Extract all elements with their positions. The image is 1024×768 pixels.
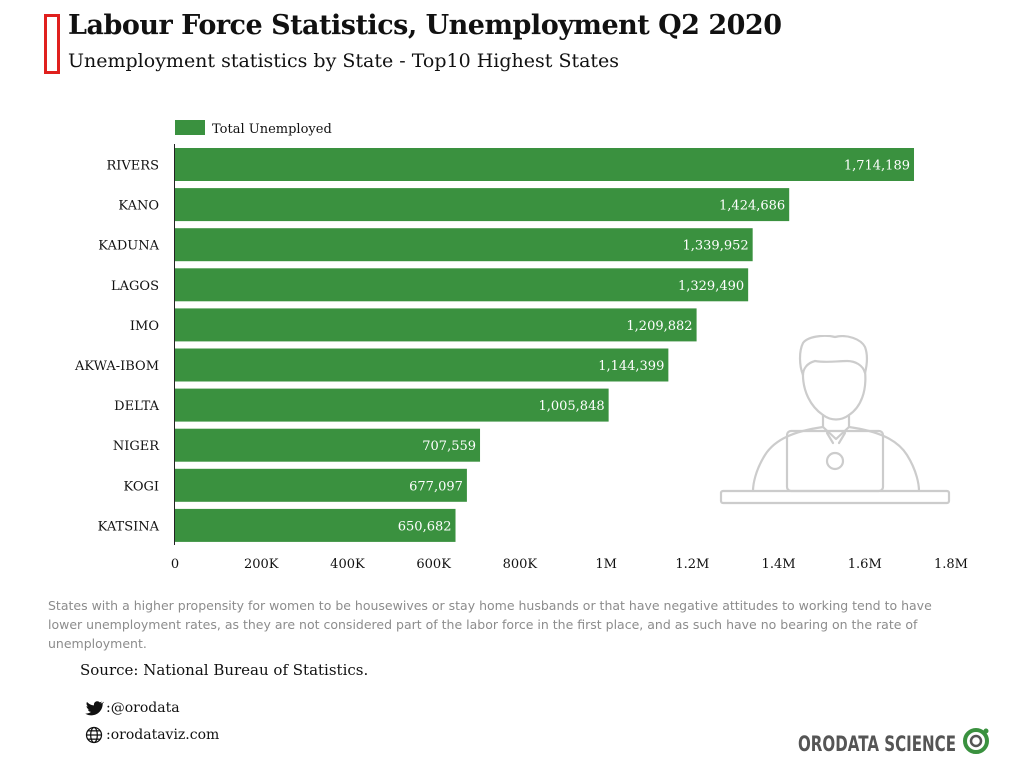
x-tick-label: 600K [416,557,451,572]
category-label: KATSINA [98,519,160,534]
x-tick-label: 1.6M [848,557,882,572]
category-label: AKWA-IBOM [74,359,159,374]
category-label: KANO [118,199,159,214]
data-label: 707,559 [422,439,476,454]
data-label: 1,144,399 [598,359,664,374]
twitter-bird-icon [85,701,104,716]
data-label: 1,424,686 [719,199,785,214]
bar [175,268,749,302]
category-label: RIVERS [107,159,160,174]
source-note: Source: National Bureau of Statistics. [80,661,369,679]
bar [175,188,790,222]
x-tick-label: 0 [171,557,179,572]
category-label: NIGER [113,439,160,454]
legend-swatch [175,120,205,135]
legend-label: Total Unemployed [212,122,332,137]
data-label: 1,714,189 [844,159,910,174]
page-title: Labour Force Statistics, Unemployment Q2… [68,10,782,41]
x-tick-label: 200K [244,557,279,572]
bar [175,468,467,502]
category-label: LAGOS [111,279,159,294]
website-url[interactable]: :orodataviz.com [106,727,220,743]
twitter-handle-row: :@orodata [84,697,180,719]
bar [175,428,481,462]
x-tick-label: 1.4M [762,557,796,572]
x-tick-label: 400K [330,557,365,572]
category-label: DELTA [114,399,159,414]
orodata-science-logo: ORODATA SCIENCE [798,728,989,756]
data-label: 650,682 [398,519,452,534]
bar [175,388,609,422]
data-label: 677,097 [409,479,463,494]
svg-text:ORODATA SCIENCE: ORODATA SCIENCE [798,732,956,756]
data-label: 1,329,490 [678,279,744,294]
category-label: KOGI [123,479,159,494]
x-tick-label: 1.2M [675,557,709,572]
page-subtitle: Unemployment statistics by State - Top10… [68,50,620,72]
bar [175,148,915,181]
bar-chart: Total Unemployed RIVERS 1,714,189 KANO 1,424… [74,120,968,572]
data-label: 1,209,882 [626,319,692,334]
x-tick-label: 800K [503,557,538,572]
bar [175,308,697,342]
data-label: 1,005,848 [538,399,604,414]
category-label: KADUNA [98,239,159,254]
bar [175,348,669,382]
data-label: 1,339,952 [682,239,748,254]
title-accent-mark [44,14,60,74]
bar [175,508,456,542]
twitter-handle[interactable]: :@orodata [106,700,180,716]
footnote: States with a higher propensity for wome… [48,598,932,651]
bar [175,228,753,262]
person-with-laptop-illustration [719,335,951,505]
x-tick-label: 1M [595,557,617,572]
website-row: :orodataviz.com [84,724,219,746]
category-label: IMO [130,319,159,334]
bar-chart-svg: Total Unemployed RIVERS 1,714,189 KANO 1,424… [74,120,968,572]
globe-icon [85,726,103,744]
x-tick-label: 1.8M [934,557,968,572]
